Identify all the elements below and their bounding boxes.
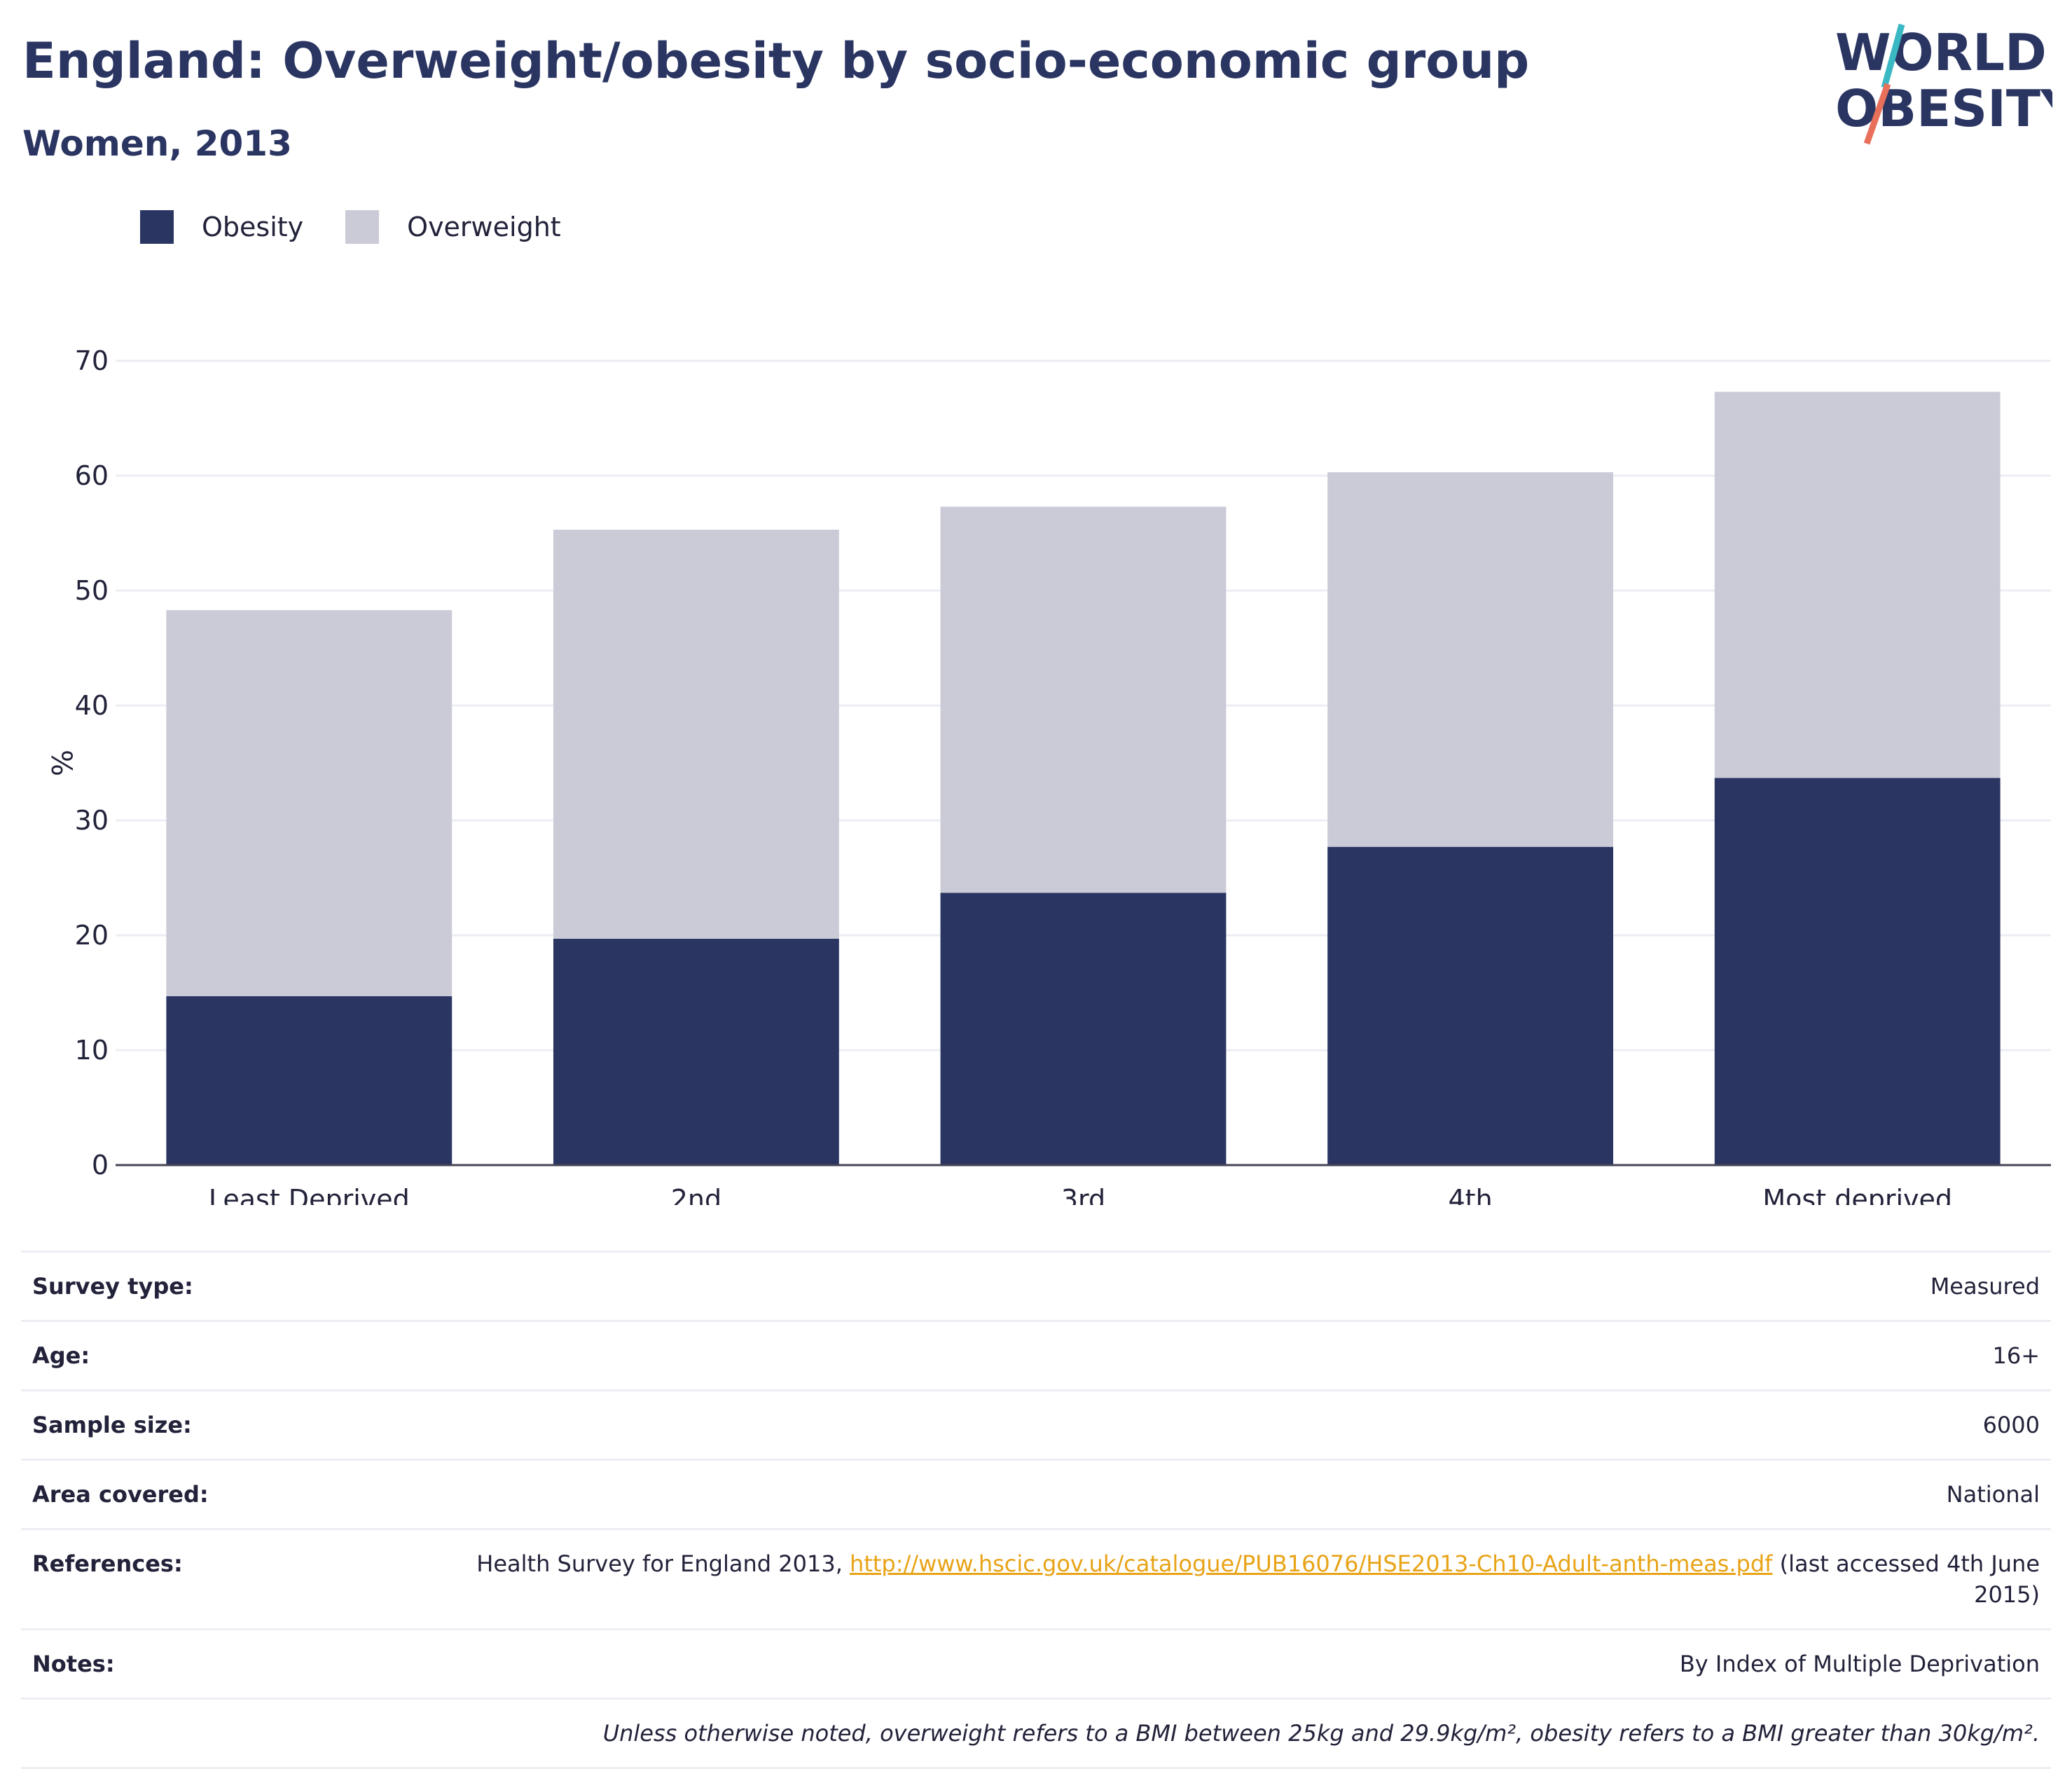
bar-overweight: [940, 507, 1227, 893]
chart-legend: Obesity Overweight: [140, 207, 603, 247]
info-label: Age:: [32, 1342, 90, 1369]
y-tick-label: 0: [92, 1150, 109, 1181]
info-value: By Index of Multiple Deprivation: [1679, 1651, 2040, 1677]
bar-obesity: [553, 938, 839, 1165]
logo-slash-bottom-icon: [1863, 83, 1891, 145]
logo-line-2: OBESITY: [1835, 79, 2052, 138]
y-tick-label: 60: [75, 460, 109, 491]
bar-obesity: [1714, 778, 2001, 1165]
info-row-notes: Notes: By Index of Multiple Deprivation: [21, 1628, 2051, 1698]
info-row-survey-type: Survey type: Measured: [21, 1251, 2051, 1320]
bar-overweight: [1714, 392, 2001, 778]
survey-info-table: Survey type: Measured Age: 16+ Sample si…: [21, 1251, 2051, 1769]
y-tick-label: 40: [75, 690, 109, 721]
y-tick-label: 20: [75, 920, 109, 951]
info-label: Sample size:: [32, 1412, 192, 1438]
info-label: Notes:: [32, 1651, 115, 1677]
info-value: Measured: [1930, 1273, 2040, 1300]
bar-obesity: [1327, 846, 1614, 1165]
legend-label-obesity: Obesity: [202, 212, 304, 242]
legend-item-obesity[interactable]: Obesity: [140, 210, 303, 244]
references-value: Health Survey for England 2013, http://w…: [429, 1548, 2040, 1610]
info-label: References:: [32, 1550, 183, 1577]
x-tick-label: Least Deprived: [209, 1184, 410, 1205]
legend-swatch-obesity: [140, 210, 174, 244]
info-value: National: [1946, 1481, 2040, 1508]
page-title: England: Overweight/obesity by socio-eco…: [22, 32, 1530, 90]
legend-swatch-overweight: [345, 210, 380, 244]
info-value: 6000: [1982, 1412, 2040, 1438]
logo-slash-top-icon: [1881, 23, 1905, 89]
y-tick-label: 50: [75, 575, 109, 606]
legend-item-overweight[interactable]: Overweight: [345, 210, 561, 244]
x-tick-label: 4th: [1449, 1184, 1493, 1205]
bar-obesity: [166, 996, 453, 1165]
bar-overweight: [1327, 472, 1614, 847]
world-obesity-logo: WORLD OBESITY: [1835, 23, 2052, 145]
page-subtitle: Women, 2013: [22, 123, 292, 164]
logo-line-1: WORLD: [1835, 23, 2047, 82]
y-axis-title: %: [45, 750, 77, 776]
bar-obesity: [940, 893, 1227, 1165]
reference-link[interactable]: http://www.hscic.gov.uk/catalogue/PUB160…: [850, 1550, 1773, 1577]
info-row-references: References: Health Survey for England 20…: [21, 1528, 2051, 1628]
x-tick-label: Most deprived: [1762, 1184, 1952, 1205]
info-label: Survey type:: [32, 1273, 193, 1300]
reference-prefix: Health Survey for England 2013,: [476, 1550, 850, 1577]
bar-overweight: [553, 530, 839, 939]
y-tick-label: 30: [75, 805, 109, 836]
info-value: 16+: [1992, 1342, 2040, 1369]
info-row-age: Age: 16+: [21, 1320, 2051, 1389]
bmi-footnote: Unless otherwise noted, overweight refer…: [21, 1698, 2051, 1769]
legend-label-overweight: Overweight: [407, 212, 561, 242]
reference-suffix: (last accessed 4th June 2015): [1772, 1550, 2040, 1608]
info-row-area-covered: Area covered: National: [21, 1459, 2051, 1528]
y-tick-label: 10: [75, 1035, 109, 1066]
stacked-bar-chart: 0 10 20 30 40 50 60 70% Least Deprived 2nd 3rd 4th M…: [45, 345, 2051, 1205]
info-label: Area covered:: [32, 1481, 209, 1508]
x-tick-label: 3rd: [1061, 1184, 1105, 1205]
bar-overweight: [166, 610, 453, 996]
info-row-sample-size: Sample size: 6000: [21, 1389, 2051, 1459]
y-tick-label: 70: [75, 345, 109, 376]
x-tick-label: 2nd: [671, 1184, 721, 1205]
